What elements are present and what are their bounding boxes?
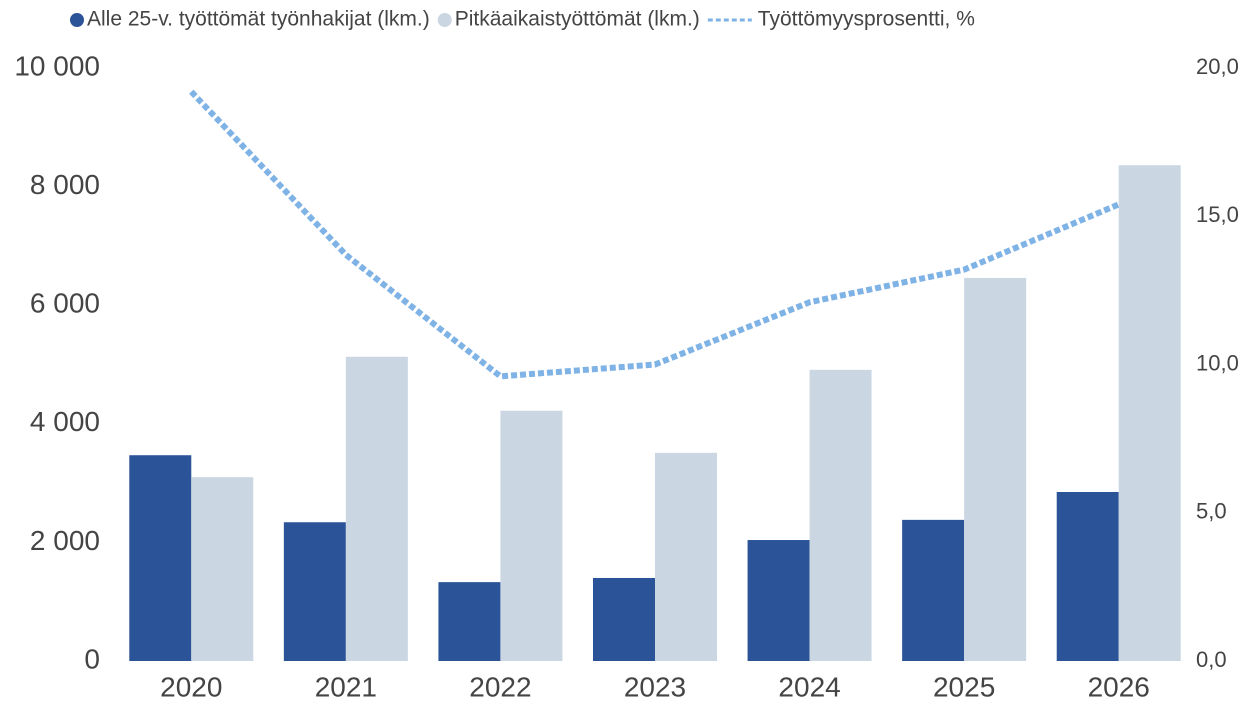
- bar: [747, 540, 810, 661]
- x-tick-label: 2025: [933, 671, 995, 702]
- bar: [345, 356, 408, 661]
- bar: [1056, 491, 1119, 661]
- bar: [593, 577, 655, 661]
- y2-tick-label: 0,0: [1196, 647, 1227, 672]
- x-tick-label: 2020: [160, 671, 222, 702]
- y2-tick-label: 20,0: [1196, 54, 1239, 79]
- bar: [129, 455, 192, 661]
- line: [189, 89, 1120, 380]
- x-tick-label: 2023: [624, 671, 686, 702]
- x-tick-label: 2021: [315, 671, 377, 702]
- bar: [1118, 165, 1181, 661]
- y-tick-label: 2 000: [30, 525, 100, 556]
- bar: [655, 452, 717, 661]
- legend-marker: [70, 13, 84, 27]
- legend-label: Alle 25-v. työttömät työnhakijat (lkm.): [87, 8, 430, 31]
- bar: [438, 582, 501, 661]
- bar: [283, 522, 346, 661]
- y-tick-label: 6 000: [30, 288, 100, 319]
- legend-label: Työttömyysprosentti, %: [758, 8, 975, 31]
- y-tick-label: 0: [84, 643, 100, 674]
- x-tick-label: 2024: [778, 671, 840, 702]
- bar: [809, 369, 872, 661]
- bar: [964, 277, 1027, 661]
- y-tick-label: 8 000: [30, 169, 100, 200]
- bar: [500, 410, 563, 661]
- y-tick-label: 10 000: [14, 50, 100, 81]
- legend-label: Pitkäaikaistyöttömät (lkm.): [455, 8, 700, 31]
- bar: [902, 519, 965, 661]
- y2-tick-label: 15,0: [1196, 202, 1239, 227]
- x-tick-label: 2026: [1088, 671, 1150, 702]
- x-tick-label: 2022: [469, 671, 531, 702]
- bar: [191, 477, 254, 661]
- y2-tick-label: 10,0: [1196, 350, 1239, 375]
- y-tick-label: 4 000: [30, 406, 100, 437]
- legend-marker: [437, 13, 452, 27]
- y2-tick-label: 5,0: [1196, 499, 1227, 524]
